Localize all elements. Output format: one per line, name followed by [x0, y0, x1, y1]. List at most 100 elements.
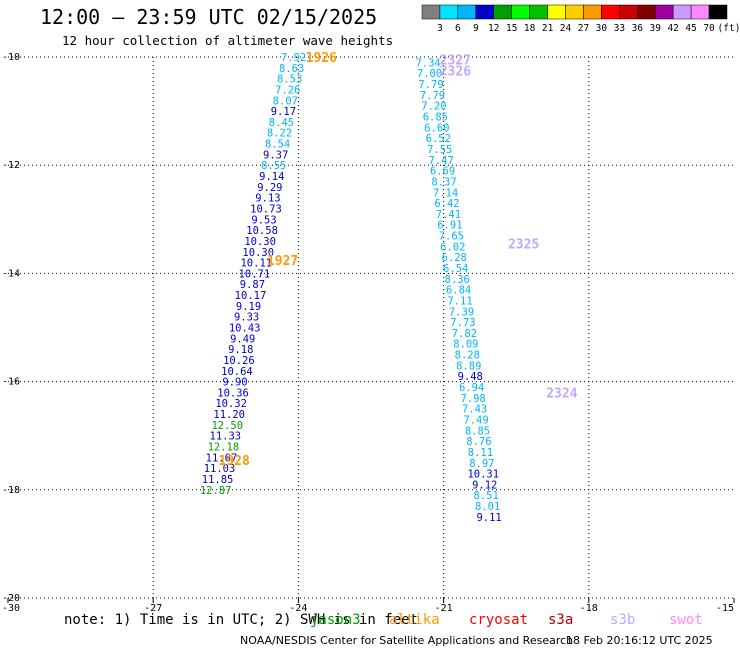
color-scale-label: 24 — [560, 23, 572, 34]
swh-value: 9.17 — [271, 106, 296, 118]
swh-value: 7.41 — [436, 209, 461, 221]
swh-value: 8.09 — [453, 339, 478, 351]
x-tick-label: -27 — [144, 603, 162, 614]
x-tick-label: -30 — [2, 603, 20, 614]
swh-value: 8.11 — [468, 447, 493, 459]
swh-value: 10.36 — [217, 387, 249, 399]
swh-value: 7.00 — [417, 68, 442, 80]
y-tick-label: -18 — [2, 485, 20, 496]
color-scale-label: 70 — [703, 23, 715, 34]
swh-value: 7.47 — [429, 155, 454, 167]
swh-value: 12.87 — [200, 485, 232, 497]
color-scale-label: 27 — [578, 23, 589, 34]
swh-value: 10.26 — [223, 355, 255, 367]
swh-value: 10.58 — [246, 225, 278, 237]
swh-value: 12.50 — [211, 420, 243, 432]
swh-value: 7.43 — [462, 404, 487, 416]
color-swatch — [565, 4, 584, 20]
x-tick-label: -18 — [580, 603, 598, 614]
swh-value: 11.67 — [206, 452, 238, 464]
pass-number-label: 2327 — [440, 54, 471, 69]
swh-value: 7.49 — [463, 414, 488, 426]
color-swatch — [708, 4, 728, 20]
pass-number-label: 1927 — [267, 254, 298, 269]
swh-value: 7.26 — [275, 84, 300, 96]
color-swatch — [457, 4, 477, 20]
swh-value: 8.37 — [431, 176, 456, 188]
color-swatch — [672, 4, 692, 20]
pass-number-label: 2326 — [440, 65, 471, 80]
color-scale-label: 33 — [614, 23, 625, 34]
swh-value: 9.53 — [251, 214, 276, 226]
swh-value: 7.65 — [439, 231, 464, 243]
swh-value: 8.97 — [469, 458, 494, 470]
swh-value: 6.52 — [426, 133, 451, 145]
swh-value: 8.63 — [279, 63, 304, 75]
swh-value: 9.37 — [263, 149, 288, 161]
swh-value: 7.34 — [415, 57, 440, 69]
swh-value: 10.64 — [221, 366, 253, 378]
swh-value: 8.54 — [265, 139, 290, 151]
swh-value: 10.32 — [215, 398, 247, 410]
footer-credit: NOAA/NESDIS Center for Satellite Applica… — [240, 634, 574, 647]
swh-value: 9.18 — [228, 344, 253, 356]
swh-value: 8.36 — [445, 274, 470, 286]
color-swatch — [654, 4, 674, 20]
swh-value: 9.11 — [476, 512, 501, 524]
swh-value: 6.02 — [440, 241, 465, 253]
color-swatch — [475, 4, 495, 20]
swh-value: 8.45 — [269, 117, 294, 129]
swh-value: 9.87 — [240, 279, 265, 291]
swh-value: 6.84 — [446, 285, 471, 297]
color-scale-label: 21 — [542, 23, 554, 34]
satellite-legend-altika: altika — [389, 612, 440, 628]
swh-value: 9.12 — [472, 479, 497, 491]
y-tick-label: -10 — [2, 52, 20, 63]
note-row: note: 1) Time is in UTC; 2) SWH is in fe… — [0, 610, 740, 632]
satellite-legend-jason3: jason3 — [310, 612, 361, 628]
swh-value: 7.55 — [427, 144, 452, 156]
grid-lines — [8, 56, 734, 599]
color-scale-label: 3 — [437, 23, 443, 34]
color-swatch — [619, 4, 638, 20]
color-swatch — [601, 4, 620, 20]
swh-value: 7.14 — [433, 187, 458, 199]
swh-value: 6.28 — [442, 252, 467, 264]
x-tick-label: -24 — [289, 603, 307, 614]
swh-value: 7.73 — [450, 317, 475, 329]
color-swatch — [583, 4, 602, 20]
color-scale-label: 36 — [632, 23, 644, 34]
swh-value: 6.85 — [423, 112, 448, 124]
swh-value: 10.17 — [235, 290, 267, 302]
color-scale-label: 39 — [650, 23, 662, 34]
y-tick-label: -12 — [2, 160, 20, 171]
y-tick-label: -20 — [2, 593, 20, 604]
swh-value: 6.60 — [424, 122, 449, 134]
swh-value: 10.73 — [250, 203, 282, 215]
swh-value: 8.76 — [466, 436, 491, 448]
swh-points: 7.928.638.537.268.079.178.458.228.549.37… — [200, 52, 502, 524]
swh-value: 7.39 — [449, 306, 474, 318]
swh-value: 7.92 — [281, 52, 306, 64]
color-swatch — [493, 4, 512, 20]
swh-value: 9.33 — [234, 312, 259, 324]
swh-value: 8.55 — [261, 160, 286, 172]
satellite-legend-swot: swot — [669, 612, 703, 628]
swh-value: 9.13 — [255, 193, 280, 205]
footer-timestamp: 18 Feb 20:16:12 UTC 2025 — [566, 634, 713, 647]
swh-value: 9.14 — [259, 171, 284, 183]
color-scale-legend: 3 6 9 12 15 18 21 24 27 30 33 36 39 42 45 70 (ft) — [421, 4, 740, 34]
color-swatch — [690, 4, 710, 20]
swh-value: 9.29 — [257, 182, 282, 194]
swh-value: 11.20 — [213, 409, 245, 421]
swh-value: 8.53 — [277, 74, 302, 86]
swh-value: 12.18 — [208, 442, 240, 454]
pass-number-label: 1926 — [306, 51, 337, 66]
swh-value: 8.07 — [273, 95, 298, 107]
satellite-legend-cryosat: cryosat — [469, 612, 529, 628]
color-scale-label: 6 — [455, 23, 461, 34]
swh-value: 9.19 — [236, 301, 261, 313]
swh-value: 8.01 — [475, 501, 500, 513]
swh-value: 8.89 — [456, 360, 481, 372]
